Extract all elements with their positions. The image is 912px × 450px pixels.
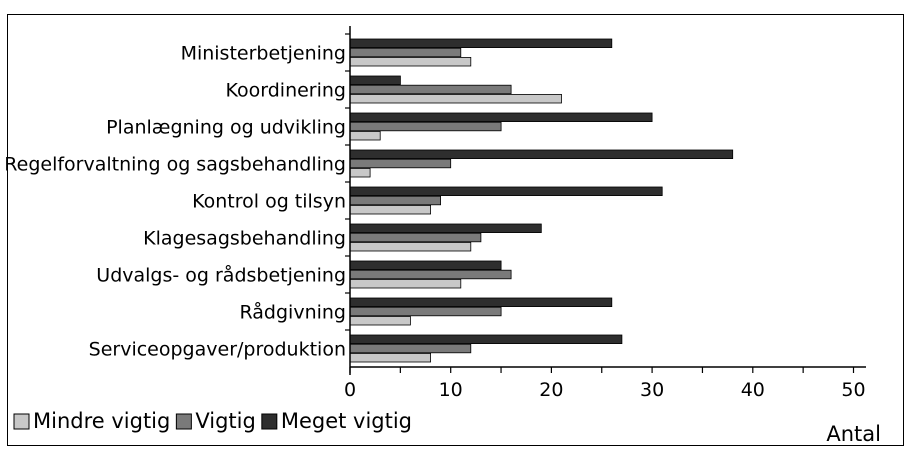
category-label: Klagesagsbehandling — [143, 228, 346, 250]
x-tick-label: 20 — [539, 379, 563, 401]
bar-meget-vigtig — [349, 260, 502, 271]
bar-vigtig — [349, 343, 472, 354]
bar-mindre-vigtig — [349, 278, 462, 289]
bar-mindre-vigtig — [349, 241, 472, 252]
bar-mindre-vigtig — [349, 130, 381, 141]
category-label: Rådgivning — [240, 301, 347, 324]
legend-label: Mindre vigtig — [33, 409, 170, 433]
legend-label: Meget vigtig — [281, 409, 412, 433]
bar-mindre-vigtig — [349, 352, 431, 363]
x-tick-label: 30 — [640, 379, 664, 401]
bar-meget-vigtig — [349, 75, 401, 86]
bar-meget-vigtig — [349, 334, 623, 345]
legend-swatch — [13, 413, 30, 430]
bar-vigtig — [349, 195, 441, 206]
bar-vigtig — [349, 158, 452, 169]
x-axis-label: Antal — [826, 422, 881, 446]
bar-mindre-vigtig — [349, 167, 371, 178]
bar-vigtig — [349, 269, 512, 280]
bar-meget-vigtig — [349, 38, 613, 49]
category-label: Koordinering — [225, 80, 346, 102]
bar-vigtig — [349, 306, 502, 317]
bar-mindre-vigtig — [349, 315, 411, 326]
bar-meget-vigtig — [349, 223, 542, 234]
x-tick-label: 0 — [344, 379, 356, 401]
chart-frame — [7, 14, 904, 446]
bar-mindre-vigtig — [349, 204, 431, 215]
legend-label: Vigtig — [195, 409, 255, 433]
category-label: Serviceopgaver/produktion — [89, 339, 346, 361]
bar-vigtig — [349, 84, 512, 95]
bar-vigtig — [349, 232, 482, 243]
bar-vigtig — [349, 121, 502, 132]
bar-meget-vigtig — [349, 186, 663, 197]
category-label: Planlægning og udvikling — [106, 117, 346, 139]
bar-vigtig — [349, 47, 462, 58]
bar-mindre-vigtig — [349, 94, 562, 104]
legend: Mindre vigtig Vigtig Meget vigtig — [13, 409, 412, 433]
x-tick-label: 40 — [741, 379, 765, 401]
x-tick-label: 50 — [841, 379, 865, 401]
bar-mindre-vigtig — [349, 57, 472, 67]
legend-swatch — [175, 413, 192, 430]
category-label: Udvalgs- og rådsbetjening — [96, 264, 346, 287]
bar-meget-vigtig — [349, 149, 734, 160]
category-label: Regelforvaltning og sagsbehandling — [4, 154, 346, 176]
category-label: Ministerbetjening — [181, 43, 346, 65]
bar-meget-vigtig — [349, 112, 653, 123]
plot-area: Ministerbetjening Koordinering Planlægning… — [4, 26, 866, 401]
bar-meget-vigtig — [349, 297, 613, 308]
x-tick-label: 10 — [439, 379, 463, 401]
category-label: Kontrol og tilsyn — [192, 191, 346, 213]
legend-swatch — [261, 413, 278, 430]
